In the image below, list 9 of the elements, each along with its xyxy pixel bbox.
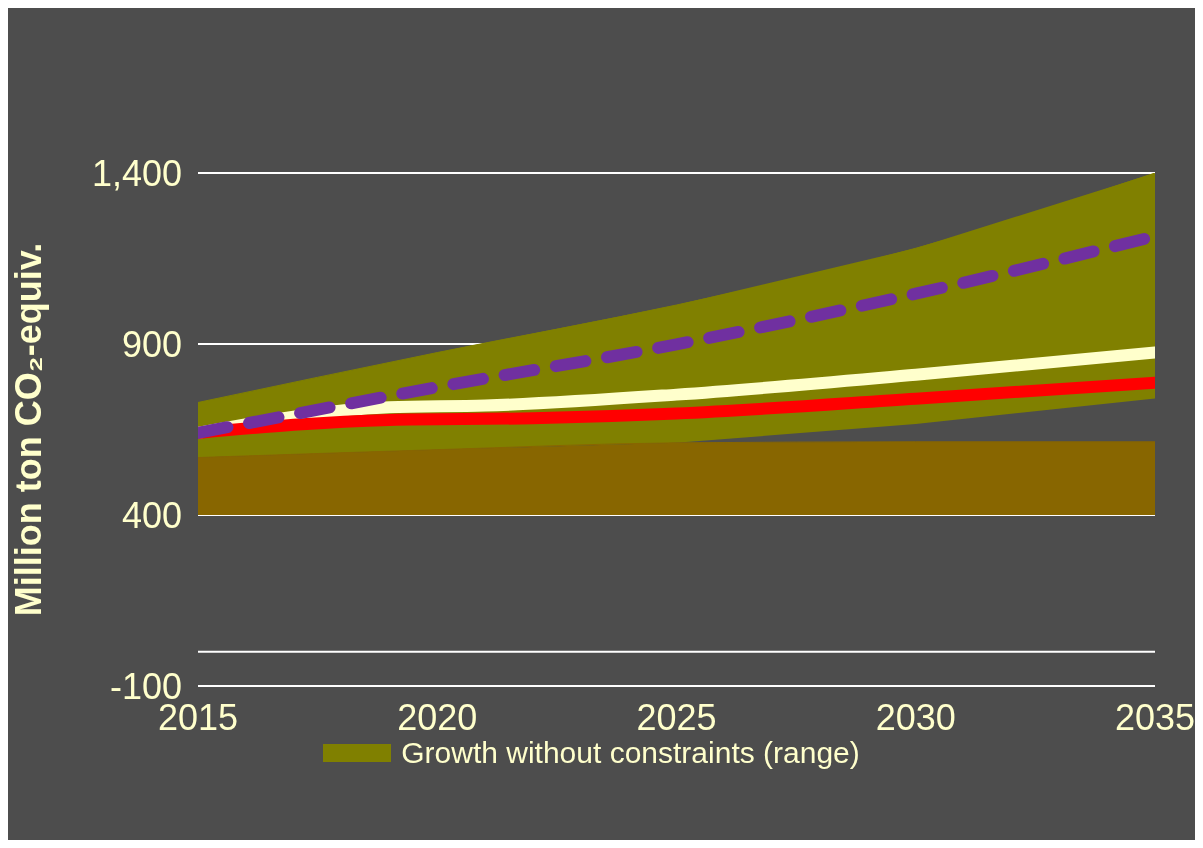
x-tick-label: 2020 [397,696,478,738]
x-tick-label: 2025 [636,696,717,738]
x-tick-label: 2030 [875,696,956,738]
y-axis-title: Million ton CO₂-equiv. [7,242,49,617]
legend-label: Growth without constraints (range) [401,736,860,770]
y-tick-label: 900 [121,323,182,365]
y-tick-label: 400 [121,494,182,536]
y-tick-label: 1,400 [91,152,182,194]
x-tick-label: 2035 [1114,696,1196,738]
